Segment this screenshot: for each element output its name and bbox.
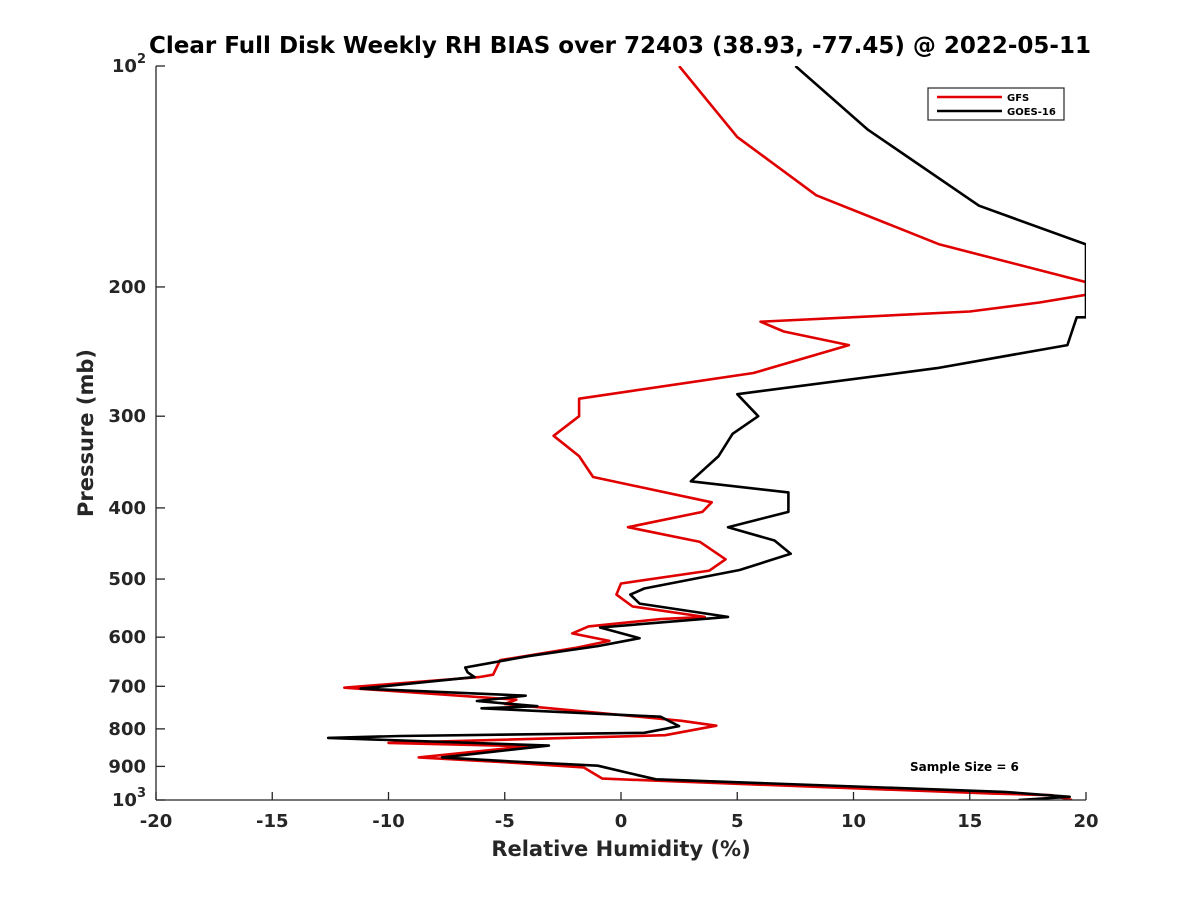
x-tick-label: -15 bbox=[256, 811, 289, 832]
y-tick-label: 600 bbox=[108, 627, 146, 648]
y-ticks: 102 200 300 400 500 600 700 800 900 103 bbox=[108, 52, 165, 811]
series-line-gfs bbox=[343, 66, 1086, 800]
legend-label-gfs: GFS bbox=[1007, 93, 1029, 104]
chart-title: Clear Full Disk Weekly RH BIAS over 7240… bbox=[149, 33, 1091, 59]
y-tick-label: 300 bbox=[108, 406, 146, 427]
y-tick-label: 400 bbox=[108, 498, 146, 519]
x-tick-label: -20 bbox=[140, 811, 173, 832]
plot-area: -20 -15 -10 -5 0 5 10 15 20 102 200 300 400 500 600 70… bbox=[108, 52, 1098, 832]
legend-label-goes16: GOES-16 bbox=[1007, 107, 1056, 118]
x-tick-label: 15 bbox=[957, 811, 982, 832]
x-axis-label: Relative Humidity (%) bbox=[491, 837, 750, 861]
series-line-goes16 bbox=[326, 66, 1086, 800]
y-tick-label: 103 bbox=[112, 786, 146, 811]
y-tick-label: 900 bbox=[108, 756, 146, 777]
y-tick-label: 102 bbox=[112, 52, 146, 77]
legend-box bbox=[927, 87, 1065, 121]
x-ticks: -20 -15 -10 -5 0 5 10 15 20 bbox=[140, 792, 1099, 832]
x-tick-label: -5 bbox=[495, 811, 515, 832]
y-tick-label: 800 bbox=[108, 719, 146, 740]
legend: GFS GOES-16 bbox=[927, 87, 1065, 121]
y-tick-label: 700 bbox=[108, 676, 146, 697]
y-tick-label: 200 bbox=[108, 277, 146, 298]
y-axis-label: Pressure (mb) bbox=[74, 349, 98, 517]
y-tick-label: 500 bbox=[108, 569, 146, 590]
x-tick-label: 0 bbox=[615, 811, 628, 832]
series-layer bbox=[326, 66, 1086, 800]
sample-size-annotation: Sample Size = 6 bbox=[910, 760, 1019, 774]
x-tick-label: 10 bbox=[841, 811, 866, 832]
x-tick-label: 5 bbox=[731, 811, 744, 832]
x-tick-label: 20 bbox=[1073, 811, 1098, 832]
x-tick-label: -10 bbox=[372, 811, 405, 832]
